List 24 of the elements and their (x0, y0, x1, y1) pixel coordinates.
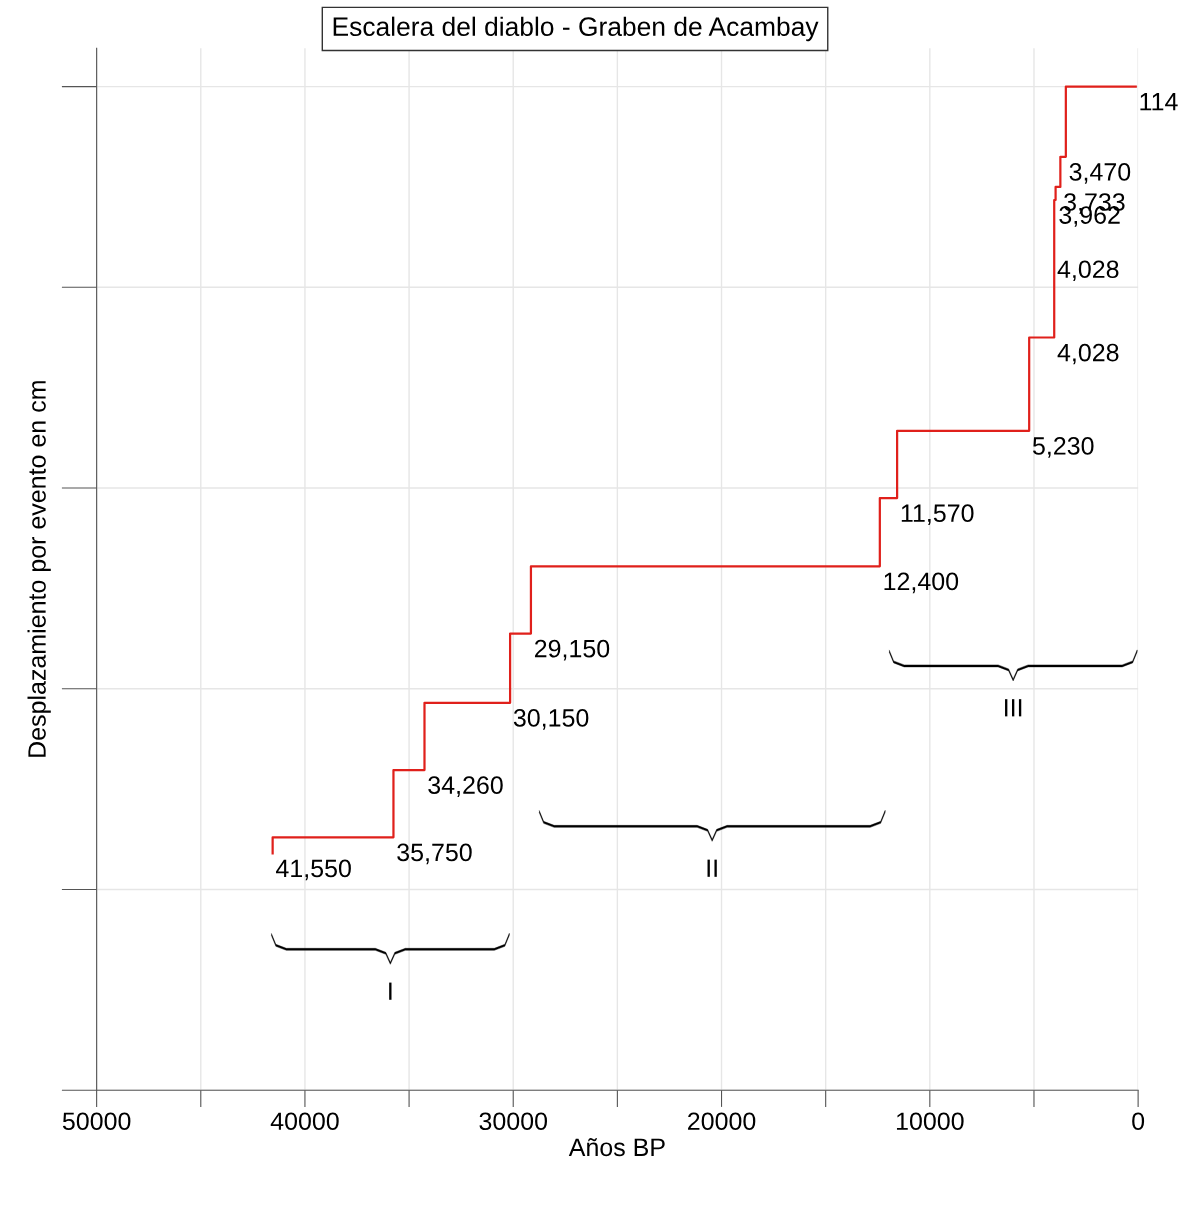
annotation: III (1005, 699, 1022, 717)
x-tick-label: 0 (1132, 1112, 1145, 1131)
chart-title: Escalera del diablo - Graben de Acambay (333, 16, 819, 42)
annotation: II (707, 859, 717, 877)
annotation: 34,260 (428, 776, 503, 797)
annotation: 30,150 (513, 709, 589, 730)
y-axis-title: Desplazamiento por evento en cm (27, 381, 51, 757)
x-tick-label: 40000 (270, 1112, 339, 1131)
annotation: 35,750 (397, 843, 472, 865)
x-axis-title: Años BP (568, 1138, 665, 1157)
annotation: 4,028 (1057, 343, 1119, 365)
annotation: 4,028 (1057, 260, 1119, 282)
x-tick-label: 30000 (479, 1112, 548, 1131)
annotation: I (389, 982, 392, 1000)
annotation: 114 (1140, 93, 1178, 111)
x-tick-label: 20000 (688, 1112, 756, 1131)
x-tick-label: 50000 (62, 1112, 131, 1131)
annotation: 5,230 (1032, 437, 1094, 458)
annotation: 29,150 (534, 639, 610, 661)
x-tick-label: 10000 (896, 1112, 964, 1131)
annotation: 3,470 (1069, 163, 1131, 184)
annotation: 41,550 (276, 859, 351, 881)
annotation: 11,570 (901, 504, 974, 525)
annotation: 12,400 (884, 572, 959, 594)
